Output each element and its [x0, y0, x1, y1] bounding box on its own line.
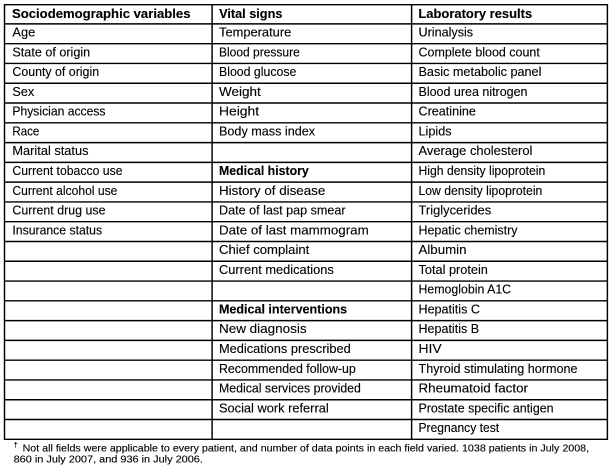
svg-text:Date of last pap smear: Date of last pap smear — [219, 204, 346, 218]
svg-text:Hepatic chemistry: Hepatic chemistry — [419, 223, 519, 237]
svg-text:Current alcohol use: Current alcohol use — [12, 184, 117, 198]
svg-text:†: † — [14, 440, 18, 449]
svg-text:Race: Race — [12, 124, 39, 138]
svg-text:Albumin: Albumin — [419, 243, 467, 257]
svg-text:Medical services provided: Medical services provided — [219, 382, 361, 396]
svg-text:Hepatitis C: Hepatitis C — [419, 302, 480, 316]
svg-text:Complete blood count: Complete blood count — [419, 45, 541, 59]
svg-text:Total protein: Total protein — [419, 263, 488, 277]
svg-text:Marital status: Marital status — [12, 144, 88, 158]
svg-text:Blood pressure: Blood pressure — [219, 45, 300, 59]
svg-text:County of origin: County of origin — [12, 65, 99, 79]
svg-text:Laboratory results: Laboratory results — [418, 6, 532, 21]
svg-text:Temperature: Temperature — [219, 26, 291, 40]
svg-text:Vital signs: Vital signs — [219, 6, 282, 21]
svg-text:History of disease: History of disease — [219, 184, 325, 198]
svg-text:Height: Height — [219, 105, 260, 119]
svg-text:Physician access: Physician access — [12, 105, 105, 119]
svg-text:Hepatitis B: Hepatitis B — [419, 322, 480, 336]
svg-text:Blood urea nitrogen: Blood urea nitrogen — [419, 85, 528, 99]
svg-text:Urinalysis: Urinalysis — [419, 26, 474, 40]
svg-text:State of origin: State of origin — [12, 45, 90, 59]
svg-text:Chief complaint: Chief complaint — [219, 243, 310, 257]
svg-text:Triglycerides: Triglycerides — [419, 204, 492, 218]
svg-text:Blood glucose: Blood glucose — [219, 65, 296, 79]
svg-text:Medical interventions: Medical interventions — [219, 302, 347, 316]
svg-text:Body mass index: Body mass index — [219, 124, 316, 138]
svg-text:Pregnancy test: Pregnancy test — [419, 421, 500, 435]
svg-text:Weight: Weight — [219, 85, 261, 99]
svg-text:Date of last mammogram: Date of last mammogram — [219, 223, 369, 237]
svg-text:Social work referral: Social work referral — [219, 401, 329, 415]
svg-text:Not all fields were applicable: Not all fields were applicable to every … — [23, 444, 590, 455]
svg-text:Insurance status: Insurance status — [12, 223, 102, 237]
svg-text:Rheumatoid factor: Rheumatoid factor — [419, 382, 529, 396]
svg-text:Current medications: Current medications — [219, 263, 334, 277]
svg-text:Medical history: Medical history — [219, 164, 309, 178]
svg-text:Current tobacco use: Current tobacco use — [12, 164, 122, 178]
svg-text:Recommended follow-up: Recommended follow-up — [219, 362, 356, 376]
svg-text:Prostate specific antigen: Prostate specific antigen — [419, 401, 554, 415]
svg-text:Hemoglobin A1C: Hemoglobin A1C — [419, 283, 512, 297]
svg-text:Thyroid stimulating hormone: Thyroid stimulating hormone — [419, 362, 578, 376]
svg-text:HIV: HIV — [419, 342, 443, 356]
svg-text:Sociodemographic variables: Sociodemographic variables — [12, 6, 191, 21]
svg-text:Current drug use: Current drug use — [12, 204, 105, 218]
svg-text:Medications prescribed: Medications prescribed — [219, 342, 351, 356]
svg-text:Basic metabolic panel: Basic metabolic panel — [419, 65, 542, 79]
svg-text:New diagnosis: New diagnosis — [219, 322, 307, 336]
svg-text:Sex: Sex — [12, 85, 35, 99]
svg-text:Lipids: Lipids — [419, 124, 452, 138]
svg-text:860 in July 2007, and 936 in J: 860 in July 2007, and 936 in July 2006. — [14, 455, 203, 466]
svg-text:Creatinine: Creatinine — [419, 105, 476, 119]
svg-text:High density lipoprotein: High density lipoprotein — [419, 164, 546, 178]
svg-text:Average cholesterol: Average cholesterol — [419, 144, 533, 158]
svg-text:Age: Age — [12, 26, 35, 40]
svg-text:Low density lipoprotein: Low density lipoprotein — [419, 184, 543, 198]
